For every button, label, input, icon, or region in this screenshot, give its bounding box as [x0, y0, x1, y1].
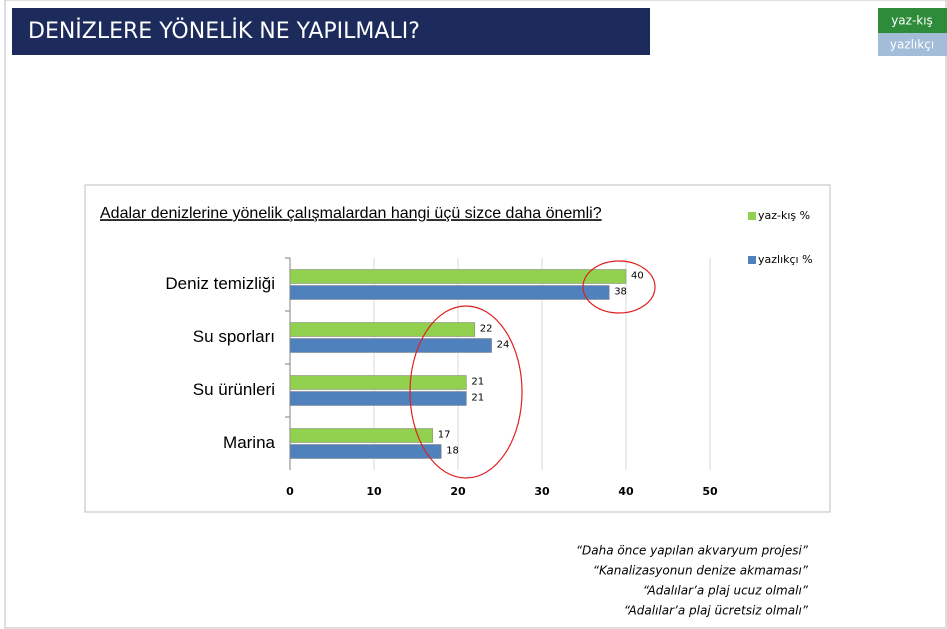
- x-tick-label: 20: [450, 485, 466, 498]
- value-label: 40: [631, 271, 644, 282]
- x-tick-label: 10: [366, 485, 382, 498]
- y-tick-label: Su sporları: [193, 327, 275, 346]
- quote: “Kanalizasyonun denize akmaması”: [593, 564, 809, 578]
- x-tick-label: 0: [286, 485, 294, 498]
- bar: [289, 444, 442, 459]
- highlight-ellipse: [409, 305, 523, 479]
- value-label: 21: [471, 377, 484, 388]
- tag[interactable]: [878, 33, 947, 56]
- tag[interactable]: [878, 8, 947, 33]
- value-label: 21: [471, 393, 484, 404]
- tag-label[interactable]: yaz-kış: [891, 14, 933, 28]
- value-label: 17: [438, 430, 451, 441]
- y-tick-label: Su ürünleri: [193, 380, 275, 399]
- bar: [289, 285, 610, 300]
- bar: [289, 322, 476, 337]
- value-label: 18: [446, 446, 459, 457]
- value-label: 24: [497, 340, 510, 351]
- plot: 0 10 20 30 40 50 Deniz temizliği 40 38 Su sporlar…: [165, 209, 812, 498]
- bar: [289, 269, 627, 284]
- bar: [289, 338, 492, 353]
- y-tick-label: Marina: [223, 433, 276, 452]
- quote: “Adalılar’a plaj ücretsiz olmalı”: [624, 604, 809, 618]
- chart-title: Adalar denizlerine yönelik çalışmalardan…: [100, 205, 602, 222]
- y-tick-label: Deniz temizliği: [165, 274, 275, 293]
- header-title: DENİZLERE YÖNELİK NE YAPILMALI?: [28, 18, 420, 44]
- value-label: 38: [614, 287, 627, 298]
- legend-swatch: [748, 212, 756, 220]
- legend-label: yaz-kış %: [758, 209, 810, 222]
- bar: [289, 391, 467, 406]
- highlight-ellipse: [582, 260, 656, 314]
- value-label: 22: [480, 324, 493, 335]
- quote: “Adalılar’a plaj ucuz olmalı”: [643, 584, 809, 598]
- x-tick-label: 50: [702, 485, 718, 498]
- x-tick-label: 40: [618, 485, 634, 498]
- x-tick-label: 30: [534, 485, 550, 498]
- tag-label[interactable]: yazlıkçı: [890, 38, 934, 52]
- legend-swatch: [748, 256, 756, 264]
- legend-label: yazlıkçı %: [758, 253, 813, 266]
- header-banner: [12, 8, 650, 55]
- bar: [289, 375, 467, 390]
- bar: [289, 428, 434, 443]
- quote: “Daha önce yapılan akvaryum projesi”: [576, 544, 809, 558]
